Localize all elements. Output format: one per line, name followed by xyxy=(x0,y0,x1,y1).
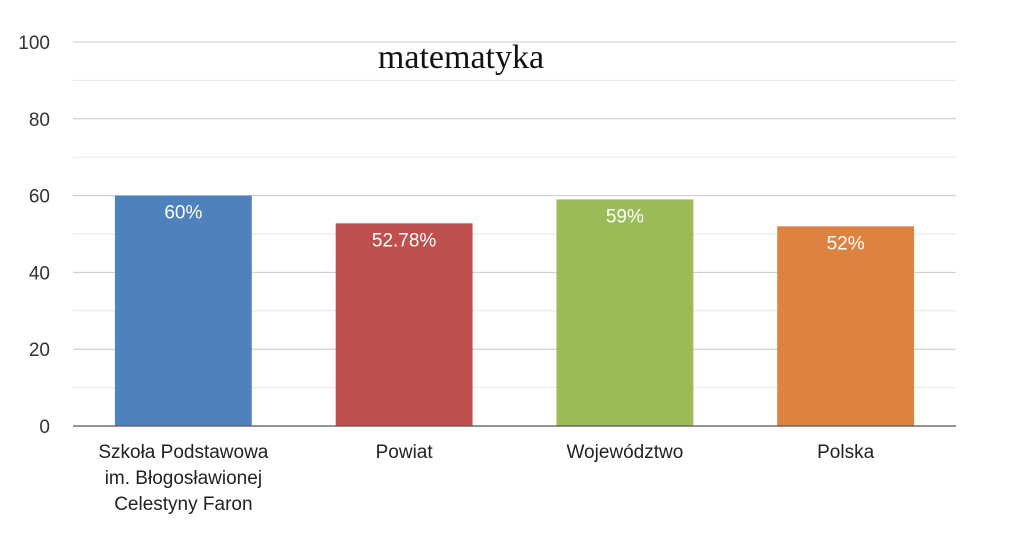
x-category-label-line: Województwo xyxy=(566,442,683,463)
y-tick-label: 0 xyxy=(39,417,50,438)
y-tick-label: 20 xyxy=(29,340,50,361)
x-category-label: Polska xyxy=(817,442,874,463)
x-category-label-line: im. Błogosławionej xyxy=(105,468,262,489)
x-category-label: Województwo xyxy=(566,442,683,463)
bars xyxy=(114,195,915,426)
data-label: 59% xyxy=(606,206,644,227)
y-tick-label: 40 xyxy=(29,263,50,284)
x-category-label-line: Celestyny Faron xyxy=(114,494,252,515)
x-category-label: Szkoła Podstawowa im. Błogosławionej Celes… xyxy=(98,442,268,515)
y-tick-label: 100 xyxy=(18,33,50,54)
x-category-label-line: Powiat xyxy=(376,442,434,463)
y-tick-label: 80 xyxy=(29,110,50,131)
chart-title: matematyka xyxy=(378,39,544,76)
bar xyxy=(777,226,915,426)
data-label: 60% xyxy=(164,203,202,224)
data-label: 52% xyxy=(827,233,865,254)
bar xyxy=(114,195,252,426)
data-label: 52.78% xyxy=(372,230,437,251)
x-category-label-line: Szkoła Podstawowa xyxy=(98,442,268,463)
y-tick-label: 60 xyxy=(29,187,50,208)
x-category-label-line: Polska xyxy=(817,442,874,463)
bar xyxy=(556,199,694,426)
labels: matematyka 0 20 40 60 80 100 60% Szkoła Podstaw… xyxy=(18,33,874,515)
x-category-label: Powiat xyxy=(376,442,434,463)
bar xyxy=(335,223,473,426)
